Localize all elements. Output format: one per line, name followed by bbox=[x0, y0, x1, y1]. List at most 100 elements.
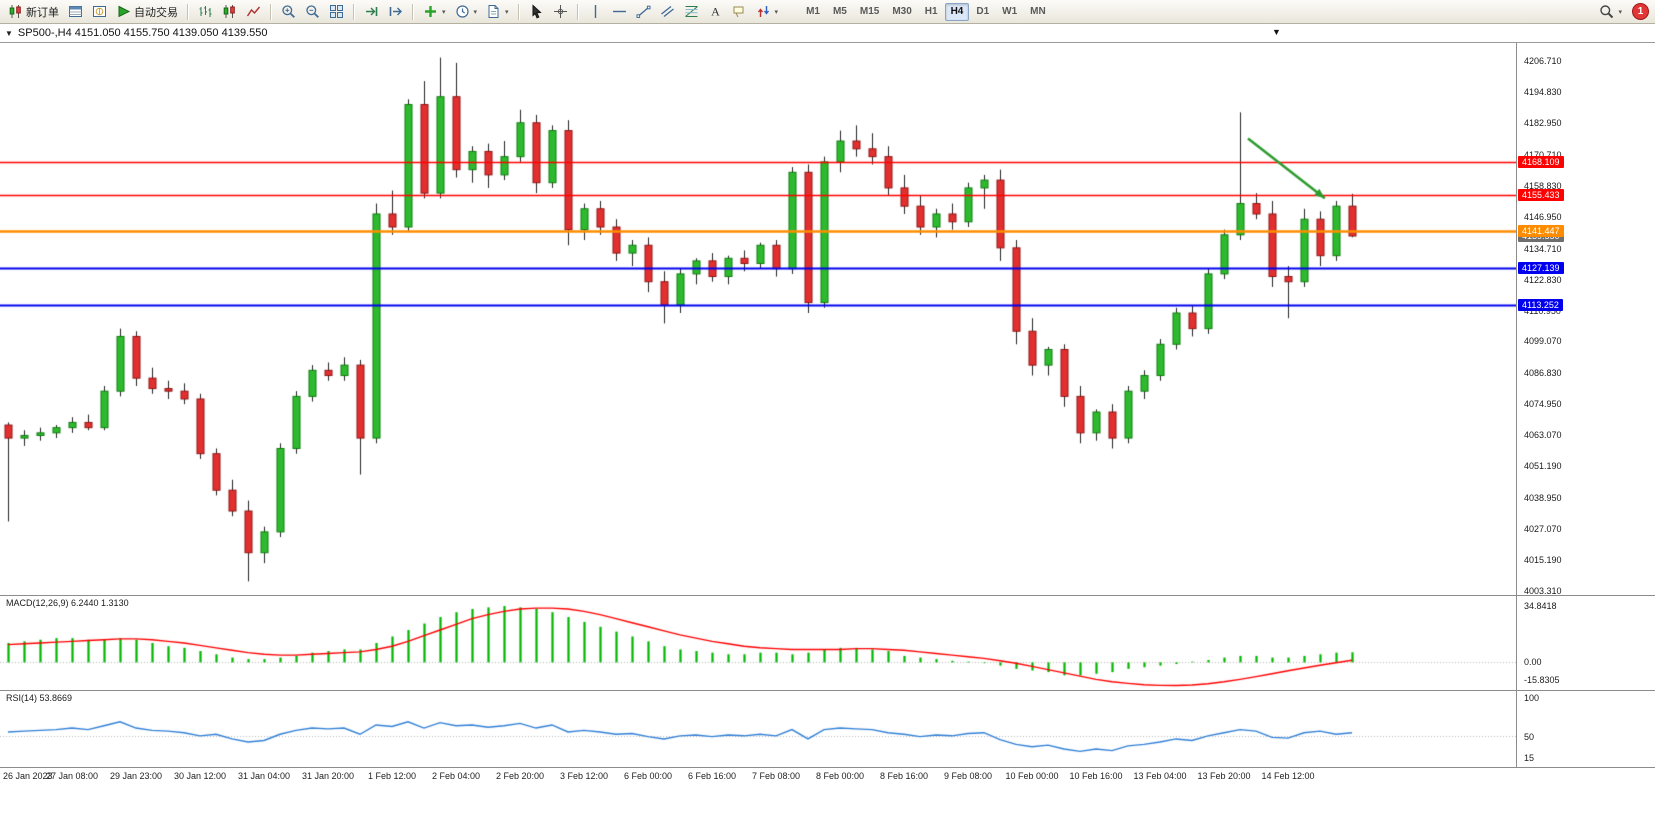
chart-shift-marker[interactable]: ▼ bbox=[1272, 27, 1281, 37]
rsi-axis-label: 15 bbox=[1524, 753, 1535, 763]
macd-axis-label: -15.8305 bbox=[1524, 675, 1560, 685]
time-tick-label: 13 Feb 20:00 bbox=[1197, 771, 1251, 781]
timeframe-d1-button[interactable]: D1 bbox=[970, 3, 995, 21]
svg-text:A: A bbox=[711, 5, 720, 19]
chart-bars-button[interactable] bbox=[194, 2, 217, 22]
time-tick-label: 1 Feb 12:00 bbox=[367, 771, 417, 781]
cursor-icon bbox=[529, 4, 544, 19]
auto-scroll-button[interactable] bbox=[360, 2, 383, 22]
text-button[interactable]: A bbox=[704, 2, 727, 22]
time-tick-label: 29 Jan 23:00 bbox=[109, 771, 163, 781]
timeframe-m1-button[interactable]: M1 bbox=[800, 3, 826, 21]
time-tick-label: 8 Feb 16:00 bbox=[879, 771, 929, 781]
price-tick-label: 4086.830 bbox=[1524, 368, 1562, 379]
zoom-out-button[interactable] bbox=[301, 2, 324, 22]
macd-label: MACD(12,26,9) 6.2440 1.3130 bbox=[6, 598, 129, 608]
macd-canvas[interactable] bbox=[0, 596, 1516, 690]
footer-spacer bbox=[0, 786, 1655, 826]
periods-button[interactable]: ▾ bbox=[451, 2, 482, 22]
time-tick-label: 7 Feb 08:00 bbox=[751, 771, 801, 781]
chevron-down-icon: ▾ bbox=[505, 8, 509, 16]
rsi-panel: RSI(14) 53.8669 100 50 15 bbox=[0, 690, 1655, 767]
time-tick-label: 6 Feb 00:00 bbox=[623, 771, 673, 781]
toolbar-separator bbox=[517, 3, 520, 20]
macd-panel: MACD(12,26,9) 6.2440 1.3130 34.8418 0.00 -… bbox=[0, 595, 1655, 690]
chevron-down-icon: ▾ bbox=[442, 8, 446, 16]
price-tick-label: 4194.830 bbox=[1524, 86, 1562, 97]
market-watch-button[interactable] bbox=[64, 2, 87, 22]
linechart-icon bbox=[246, 4, 261, 19]
auto-trading-button[interactable]: 自动交易 bbox=[112, 2, 182, 22]
time-tick-label: 31 Jan 04:00 bbox=[237, 771, 291, 781]
notification-badge[interactable]: 1 bbox=[1632, 3, 1649, 20]
arrows-button[interactable]: ▾ bbox=[752, 2, 783, 22]
watch-icon bbox=[68, 4, 83, 19]
price-tick-label: 4003.310 bbox=[1524, 586, 1562, 596]
price-tick-label: 4146.950 bbox=[1524, 211, 1562, 222]
chart-shift-button[interactable] bbox=[384, 2, 407, 22]
time-tick-label: 8 Feb 00:00 bbox=[815, 771, 865, 781]
search-button[interactable]: ▾ bbox=[1595, 2, 1626, 22]
price-tick-label: 4074.950 bbox=[1524, 399, 1562, 410]
navigator-button[interactable] bbox=[88, 2, 111, 22]
chart-title-bar: ▼ SP500-,H4 4151.050 4155.750 4139.050 4… bbox=[0, 24, 1655, 43]
price-tick-label: 4158.830 bbox=[1524, 180, 1562, 191]
timeframe-m30-button[interactable]: M30 bbox=[886, 3, 917, 21]
timeframe-mn-button[interactable]: MN bbox=[1024, 3, 1052, 21]
indicators-button[interactable]: ▾ bbox=[419, 2, 450, 22]
timeframe-h1-button[interactable]: H1 bbox=[919, 3, 944, 21]
time-tick-label: 6 Feb 16:00 bbox=[687, 771, 737, 781]
rsi-axis-label: 100 bbox=[1524, 693, 1540, 703]
crosshair-button[interactable] bbox=[549, 2, 572, 22]
toolbar: 新订单 自动交易 ▾ ▾ ▾ A ▾ M1 M5 M15 M30 H1 H4 D1 W1 MN ▾ 1 bbox=[0, 0, 1655, 24]
templates-button[interactable]: ▾ bbox=[482, 2, 513, 22]
new-order-button[interactable]: 新订单 bbox=[4, 2, 63, 22]
label-button[interactable] bbox=[728, 2, 751, 22]
timeframe-m5-button[interactable]: M5 bbox=[827, 3, 853, 21]
vertical-line-button[interactable] bbox=[584, 2, 607, 22]
toolbar-separator bbox=[576, 3, 579, 20]
price-tick-label: 4015.190 bbox=[1524, 555, 1562, 566]
time-tick-label: 3 Feb 12:00 bbox=[559, 771, 609, 781]
textA-icon: A bbox=[708, 4, 723, 19]
toolbar-separator bbox=[412, 3, 414, 20]
rsi-axis: 100 50 15 bbox=[1516, 691, 1655, 767]
chart-line-button[interactable] bbox=[242, 2, 265, 22]
time-axis[interactable]: 26 Jan 2023 27 Jan 08:00 29 Jan 23:00 30 Ja… bbox=[0, 767, 1655, 786]
new-order-button-label: 新订单 bbox=[26, 6, 59, 19]
arrows-icon bbox=[756, 4, 771, 19]
price-tick-label: 4051.190 bbox=[1524, 461, 1562, 472]
crosshair-icon bbox=[553, 4, 568, 19]
hline-icon bbox=[612, 4, 627, 19]
price-tick-label: 4134.710 bbox=[1524, 243, 1562, 254]
timeframe-m15-button[interactable]: M15 bbox=[854, 3, 885, 21]
main-chart-canvas[interactable] bbox=[0, 43, 1516, 595]
price-tick-label: 4110.950 bbox=[1524, 305, 1561, 316]
timeframe-w1-button[interactable]: W1 bbox=[996, 3, 1023, 21]
trendline-icon bbox=[636, 4, 651, 19]
horizontal-line-button[interactable] bbox=[608, 2, 631, 22]
tile-windows-button[interactable] bbox=[325, 2, 348, 22]
time-tick-label: 27 Jan 08:00 bbox=[45, 771, 99, 781]
shift-icon bbox=[388, 4, 403, 19]
autoscroll-icon bbox=[364, 4, 379, 19]
channel-button[interactable] bbox=[656, 2, 679, 22]
rsi-canvas[interactable] bbox=[0, 691, 1516, 767]
price-level-label: 4141.447 bbox=[1518, 225, 1564, 238]
time-tick-label: 26 Jan 2023 bbox=[3, 771, 53, 781]
vline-icon bbox=[588, 4, 603, 19]
trendline-button[interactable] bbox=[632, 2, 655, 22]
fibonacci-button[interactable] bbox=[680, 2, 703, 22]
time-tick-label: 13 Feb 04:00 bbox=[1133, 771, 1187, 781]
time-tick-label: 10 Feb 16:00 bbox=[1069, 771, 1123, 781]
cursor-button[interactable] bbox=[525, 2, 548, 22]
zoom-in-button[interactable] bbox=[277, 2, 300, 22]
chart-candles-button[interactable] bbox=[218, 2, 241, 22]
timeframe-h4-button[interactable]: H4 bbox=[944, 2, 970, 21]
time-tick-label: 2 Feb 04:00 bbox=[431, 771, 481, 781]
expand-triangle-icon[interactable]: ▼ bbox=[5, 28, 13, 38]
chevron-down-icon: ▾ bbox=[774, 8, 779, 16]
price-level-label: 4113.252 bbox=[1518, 298, 1563, 311]
price-axis[interactable]: 4206.710 4194.830 4182.950 4170.710 4158.830… bbox=[1516, 43, 1655, 596]
toolbar-separator bbox=[270, 3, 272, 20]
